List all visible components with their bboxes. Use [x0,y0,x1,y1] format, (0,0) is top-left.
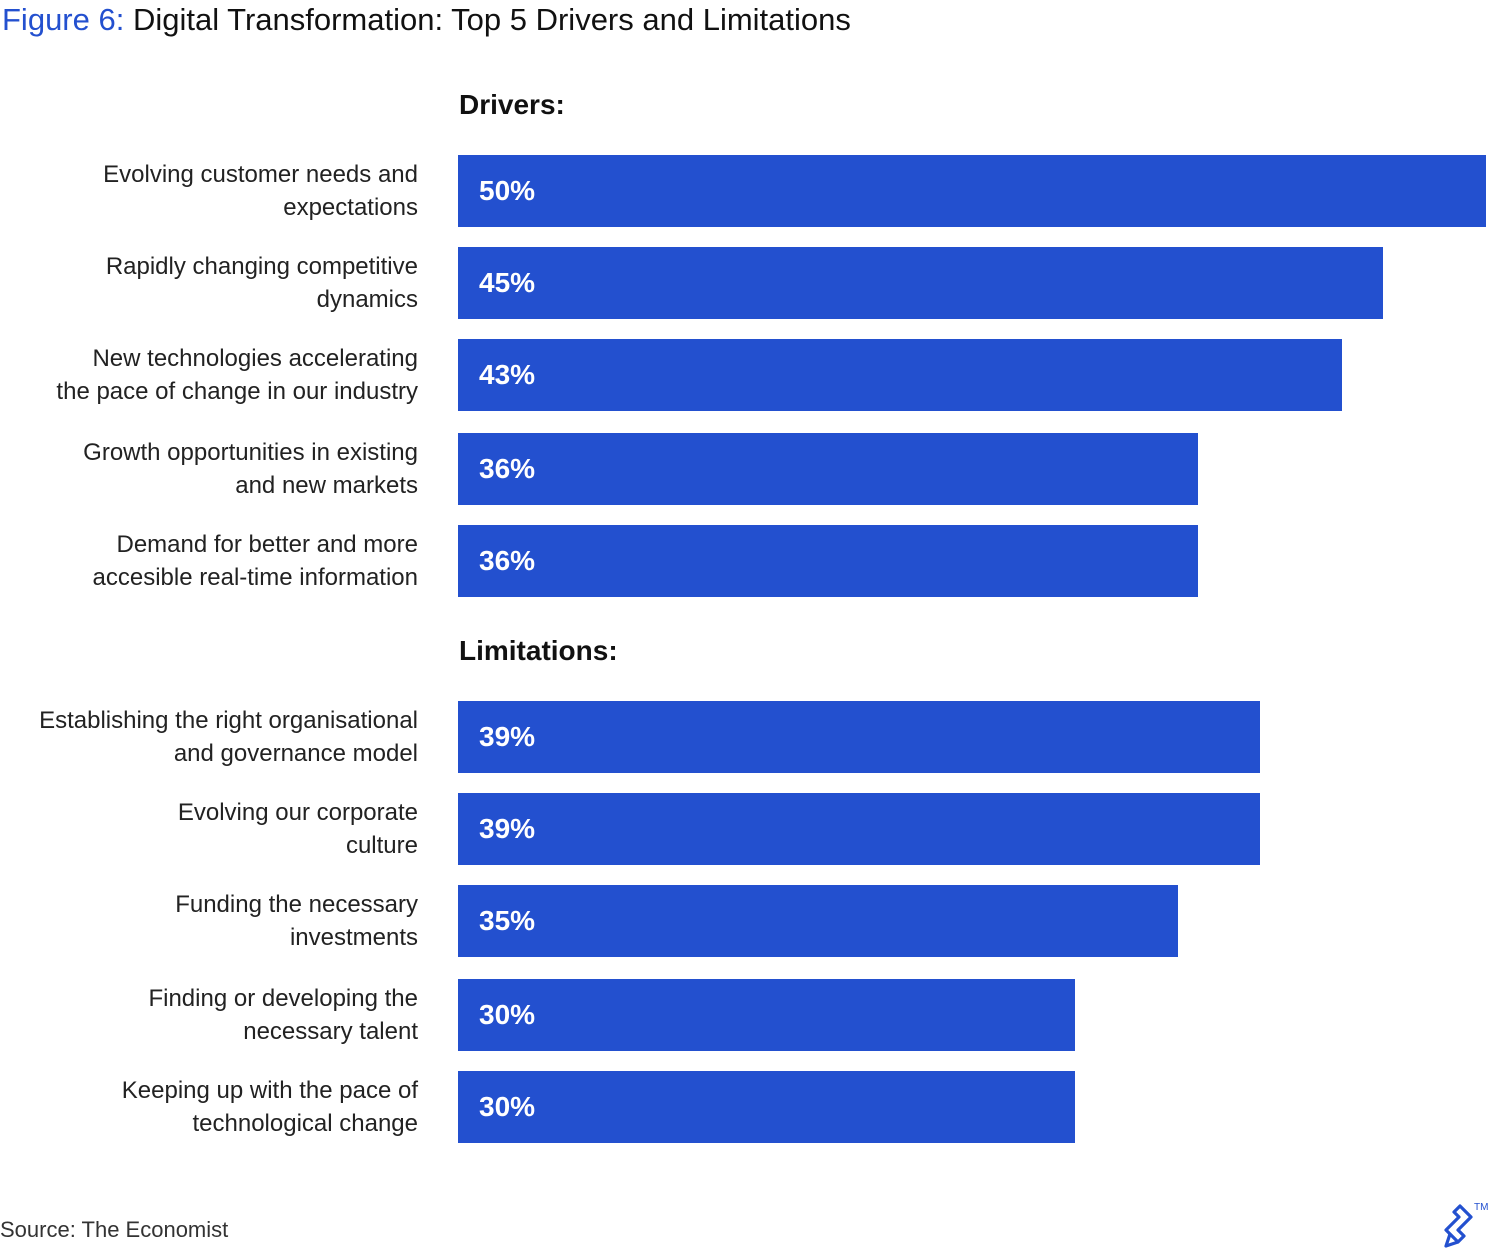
category-label-line: technological change [192,1110,418,1137]
bar-value-label: 50% [479,175,536,206]
category-label-line: Establishing the right organisational [39,707,418,734]
category-label-line: and governance model [173,740,418,767]
category-label-line: Evolving our corporate [177,799,418,826]
category-label-line: Rapidly changing competitive [105,253,418,280]
category-label: Growth opportunities in existing and new … [0,433,418,505]
category-label: Finding or developing the necessary talen… [0,979,418,1051]
bar: 36% [458,433,1198,505]
bar-value-label: 30% [479,999,536,1030]
category-label-line: Finding or developing the [148,985,418,1012]
source-note: Source: The Economist [0,1217,229,1242]
bar: 39% [458,793,1260,865]
category-label-line: investments [289,924,418,951]
category-label-line: the pace of change in our industry [56,378,418,405]
bar-value-label: 36% [479,453,536,484]
category-label-line: Demand for better and more [116,531,419,558]
bar-value-label: 39% [479,721,536,752]
category-label: Evolving our corporate culture [0,793,418,865]
bar-value-label: 35% [479,905,536,936]
bar: 50% [458,155,1486,227]
bar: 43% [458,339,1342,411]
toptal-logo-icon: TM [1444,1202,1488,1248]
category-label-line: culture [345,832,418,859]
chart-title: Figure 6: Digital Transformation: Top 5 … [2,0,851,40]
category-label-line: New technologies accelerating [92,345,418,372]
bar: 35% [458,885,1178,957]
category-label-line: and new markets [235,472,418,499]
category-label-line: Keeping up with the pace of [121,1077,418,1104]
bar-value-label: 30% [479,1091,536,1122]
category-label-line: Evolving customer needs and [103,161,418,188]
category-label-line: expectations [283,194,418,221]
section-heading-drivers: Drivers: [459,89,565,120]
category-label-line: Growth opportunities in existing [83,439,418,466]
category-label: Establishing the right organisational and… [0,701,418,773]
category-label: Demand for better and more accesible real… [0,525,418,597]
category-label-line: accesible real-time information [92,564,418,591]
figure-label: Figure 6: [2,2,125,37]
category-label: Evolving customer needs and expectations [0,155,418,227]
svg-text:TM: TM [1474,1202,1488,1213]
category-label-line: Funding the necessary [175,891,418,918]
bar-value-label: 43% [479,359,536,390]
bar: 45% [458,247,1383,319]
bar-value-label: 45% [479,267,536,298]
section-heading-limitations: Limitations: [459,635,618,666]
category-label-line: necessary talent [243,1018,418,1045]
category-label: New technologies accelerating the pace of… [0,339,418,411]
bar: 36% [458,525,1198,597]
bar: 30% [458,1071,1075,1143]
bar-value-label: 36% [479,545,536,576]
category-label-line: dynamics [316,286,418,313]
bar: 30% [458,979,1075,1051]
chart-title-text: Digital Transformation: Top 5 Drivers an… [132,2,851,37]
bar: 39% [458,701,1260,773]
bar-value-label: 39% [479,813,536,844]
category-label: Rapidly changing competitive dynamics [0,247,418,319]
category-label: Keeping up with the pace of technological… [0,1071,418,1143]
category-label: Funding the necessary investments [0,885,418,957]
